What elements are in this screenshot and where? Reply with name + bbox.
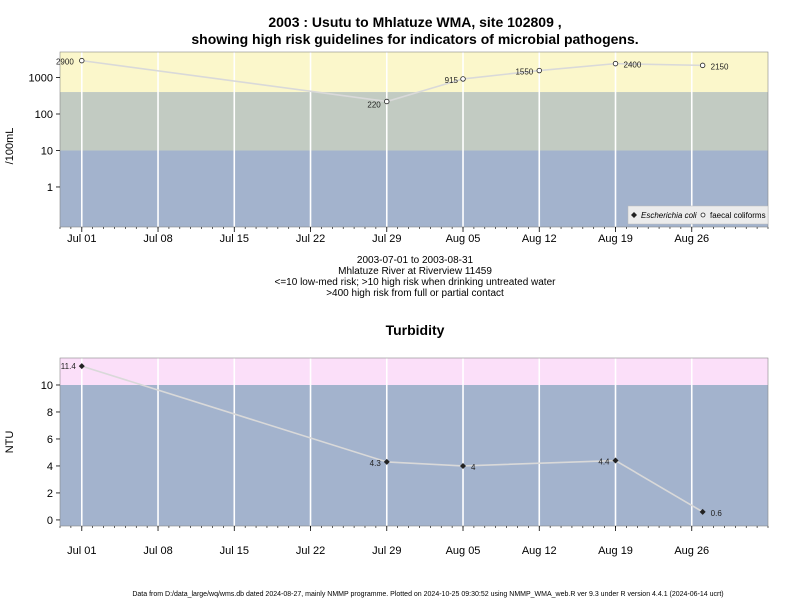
legend-ecoli-label: Escherichia coli (641, 211, 697, 220)
data-point (78, 363, 85, 370)
x-tick-label: Jul 08 (143, 545, 172, 557)
y-tick-label: 1 (47, 182, 53, 194)
micro-legend: Escherichia coli faecal coliforms (627, 205, 769, 225)
micro-caption-date-range: 2003-07-01 to 2003-08-31 (357, 255, 474, 266)
data-point (384, 98, 390, 105)
data-point (383, 458, 390, 465)
y-tick-label: 0 (47, 515, 53, 527)
data-point (79, 57, 85, 64)
micro-plot-area: Jul 01 Jul 08 Jul 15 Jul 22 Jul 29 Aug 05 Aug … (29, 51, 769, 245)
x-tick-label: Jul 29 (372, 233, 401, 245)
data-point (699, 62, 706, 69)
x-tick-label: Aug 19 (598, 545, 633, 557)
micro-caption-site: Mhlatuze River at Riverview 11459 (338, 266, 492, 277)
data-point (699, 508, 706, 515)
x-tick-label: Jul 01 (67, 233, 96, 245)
data-label: 2900 (56, 58, 74, 67)
y-tick-label: 100 (35, 109, 53, 121)
x-tick-label: Jul 08 (143, 233, 172, 245)
plot-frame (59, 357, 769, 527)
data-label: 915 (445, 76, 459, 85)
y-tick-label: 1000 (29, 73, 53, 85)
x-tick-label: Jul 01 (67, 545, 96, 557)
data-label: 4 (471, 463, 476, 472)
data-label: 220 (367, 100, 381, 109)
data-point (460, 462, 467, 469)
y-tick-label: 4 (47, 461, 53, 473)
data-point (612, 457, 619, 464)
footer-note: Data from D:/data_large/wq/wms.db dated … (132, 591, 723, 598)
band-0 (60, 384, 768, 526)
data-label: 4.3 (370, 459, 382, 468)
x-tick-label: Aug 05 (446, 233, 481, 245)
data-label: 1550 (515, 68, 533, 77)
data-label: 0.6 (711, 509, 723, 518)
micro-title-line2: showing high risk guidelines for indicat… (191, 31, 638, 47)
y-tick-label: 10 (41, 380, 53, 392)
x-tick-label: Jul 15 (220, 233, 249, 245)
x-tick-label: Aug 26 (674, 545, 709, 557)
y-tick-label: 6 (47, 434, 53, 446)
micro-caption-risk-contact: >400 high risk from full or partial cont… (326, 288, 504, 299)
data-label: 4.4 (598, 458, 610, 467)
data-point (612, 60, 619, 67)
x-tick-label: Aug 12 (522, 233, 557, 245)
plot-frame (59, 51, 769, 228)
x-tick-label: Aug 12 (522, 545, 557, 557)
micro-caption-risk-drinking: <=10 low-med risk; >10 high risk when dr… (275, 277, 557, 288)
legend-box (627, 205, 769, 225)
turbidity-y-axis-label: NTU (4, 431, 16, 454)
micro-y-axis-label: /100mL (4, 128, 16, 165)
legend-faecal-label: faecal coliforms (710, 211, 766, 220)
x-tick-label: Jul 22 (296, 233, 325, 245)
x-tick-label: Aug 19 (598, 233, 633, 245)
x-tick-label: Jul 22 (296, 545, 325, 557)
band-1 (60, 92, 768, 151)
data-label: 2150 (711, 62, 729, 71)
x-tick-label: Aug 05 (446, 545, 481, 557)
data-label: 2400 (624, 61, 642, 70)
turbidity-plot-area: Jul 01 Jul 08 Jul 15 Jul 22 Jul 29 Aug 05 Aug … (41, 357, 769, 557)
y-tick-label: 2 (47, 488, 53, 500)
band-2 (60, 52, 768, 93)
y-tick-label: 10 (41, 145, 53, 157)
data-point (460, 76, 466, 82)
band-1 (60, 358, 768, 385)
data-label: 11.4 (61, 362, 77, 371)
x-tick-label: Aug 26 (674, 233, 709, 245)
y-tick-label: 8 (47, 407, 53, 419)
micro-title-line1: 2003 : Usutu to Mhlatuze WMA, site 10280… (268, 14, 561, 30)
ecoli-marker-icon (631, 212, 637, 218)
data-point (536, 67, 542, 74)
series-line (81, 59, 703, 103)
x-tick-label: Jul 15 (220, 545, 249, 557)
turbidity-title: Turbidity (386, 322, 445, 338)
x-tick-label: Jul 29 (372, 545, 401, 557)
faecal-marker-icon (700, 212, 706, 218)
